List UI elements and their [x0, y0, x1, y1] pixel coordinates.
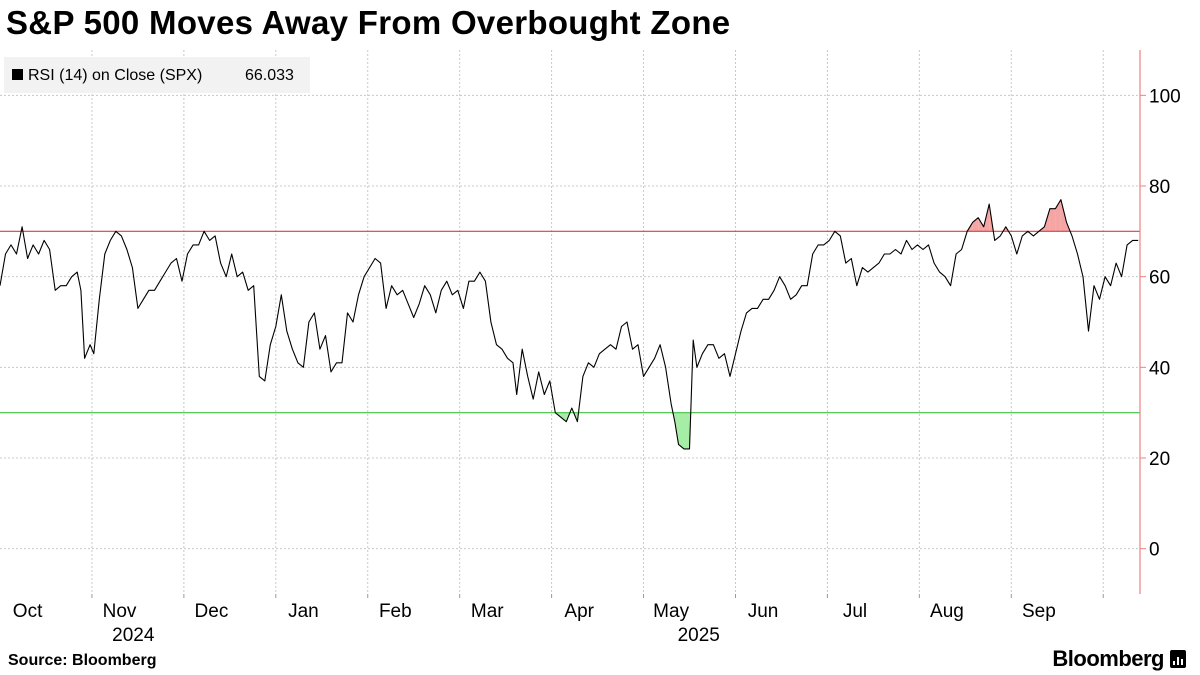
threshold-fills [21, 199, 1071, 449]
y-tick-label: 60 [1149, 268, 1170, 289]
x-month-label: Sep [1022, 601, 1056, 622]
legend: RSI (14) on Close (SPX) 66.033 [4, 57, 310, 93]
rsi-series-line [0, 199, 1139, 450]
x-month-label: Jun [748, 601, 779, 622]
x-month-label: Apr [564, 601, 594, 622]
overbought-fill [978, 217, 984, 232]
x-month-label: Jul [843, 601, 867, 622]
x-month-label: Mar [471, 601, 504, 622]
x-month-label: Jan [288, 601, 319, 622]
oversold-fill [684, 412, 690, 449]
y-tick-label: 40 [1149, 358, 1170, 379]
bar-chart-icon [1170, 650, 1186, 668]
brand-name: Bloomberg [1052, 646, 1164, 671]
oversold-fill [678, 412, 684, 449]
x-year-label: 2024 [112, 625, 155, 646]
y-tick-label: 20 [1149, 449, 1170, 470]
x-month-label: Aug [930, 601, 964, 622]
y-tick-label: 100 [1149, 86, 1181, 107]
x-axis: Oct Nov Dec Jan Feb Mar Apr May Jun Jul Aug Sep 2024… [13, 594, 1104, 646]
x-month-label: Feb [379, 601, 412, 622]
y-axis: 0 20 40 60 80 100 [1139, 50, 1181, 594]
series-layer [0, 199, 1139, 450]
oversold-fill [560, 412, 567, 422]
source-note: Source: Bloomberg [8, 652, 157, 669]
overbought-fill [1049, 208, 1056, 232]
chart-title: S&P 500 Moves Away From Overbought Zone [6, 4, 731, 41]
y-tick-label: 80 [1149, 177, 1170, 198]
x-month-label: Nov [103, 601, 137, 622]
brand-logo: Bloomberg [1052, 646, 1186, 672]
overbought-fill [1055, 199, 1061, 232]
x-year-label: 2025 [678, 625, 720, 646]
legend-label: RSI (14) on Close (SPX) [28, 67, 202, 84]
x-month-label: May [653, 601, 689, 622]
legend-box [4, 57, 310, 93]
threshold-lines [0, 230, 1140, 414]
legend-swatch [12, 69, 23, 80]
y-tick-label: 0 [1149, 540, 1160, 561]
x-month-label: Oct [13, 601, 43, 622]
grid-lines [0, 50, 1140, 594]
x-month-label: Dec [195, 601, 229, 622]
legend-value: 66.033 [245, 67, 294, 84]
